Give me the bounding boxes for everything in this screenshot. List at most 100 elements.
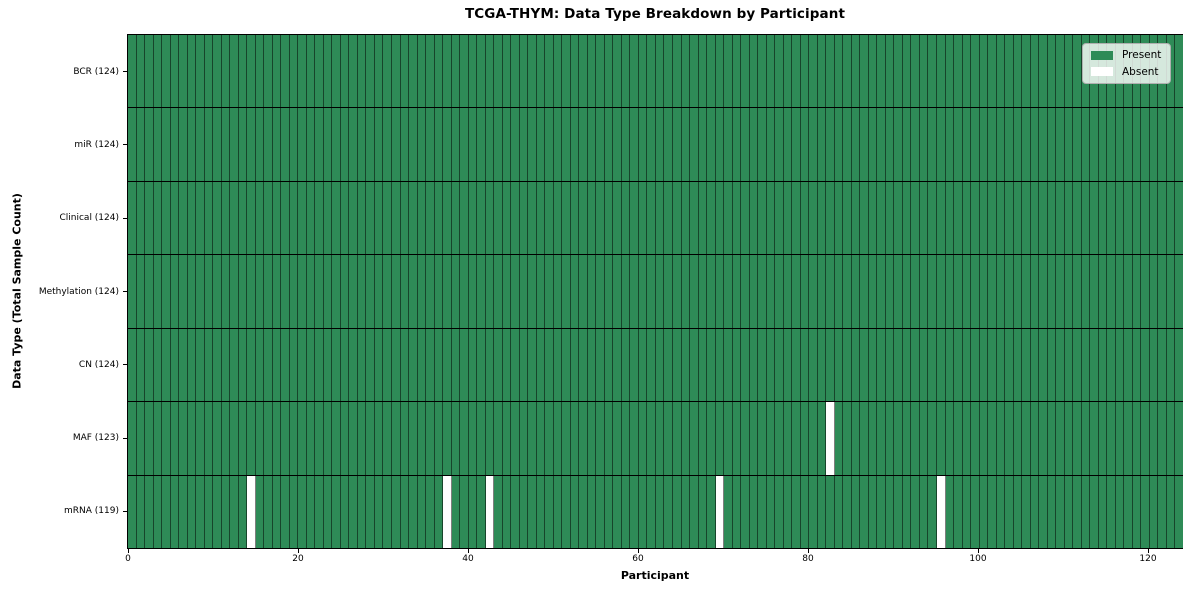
heatmap-cell-present <box>587 328 597 402</box>
heatmap-cell-present <box>255 328 265 402</box>
heatmap-cell-present <box>391 255 401 328</box>
heatmap-cell-present <box>213 35 222 108</box>
heatmap-cell-present <box>809 475 818 548</box>
heatmap-cell-present <box>409 402 418 475</box>
heatmap-cell-present <box>1149 402 1159 475</box>
heatmap-cell-present <box>919 255 929 328</box>
heatmap-cell-present <box>979 255 989 328</box>
heatmap-cell-present <box>170 181 180 255</box>
heatmap-cell-present <box>374 402 384 475</box>
heatmap-cell-present <box>596 475 605 548</box>
heatmap-cell-present <box>655 181 665 255</box>
heatmap-cell-present <box>400 35 410 108</box>
heatmap-cell-present <box>954 35 963 108</box>
x-tick-label: 80 <box>802 554 814 564</box>
heatmap-cell-present <box>621 402 631 475</box>
heatmap-cell-present <box>289 402 299 475</box>
heatmap-cell-present <box>357 108 367 181</box>
heatmap-cell-present <box>1124 328 1133 402</box>
x-tick-label: 120 <box>1139 554 1157 564</box>
heatmap-cell-present <box>179 402 188 475</box>
heatmap-cell-present <box>919 181 929 255</box>
heatmap-cell-present <box>238 108 248 181</box>
heatmap-cell-present <box>162 181 171 255</box>
heatmap-cell-present <box>323 475 333 548</box>
heatmap-cell-present <box>400 475 410 548</box>
heatmap-cell-present <box>843 475 852 548</box>
heatmap-cell-present <box>494 402 503 475</box>
heatmap-cell-present <box>426 181 435 255</box>
heatmap-cell-present <box>485 35 495 108</box>
heatmap-cell-present <box>851 402 861 475</box>
heatmap-cell-present <box>902 255 912 328</box>
heatmap-cell-present <box>1081 181 1091 255</box>
heatmap-cell-present <box>1073 108 1082 181</box>
heatmap-cell-present <box>954 255 963 328</box>
heatmap-cell-present <box>179 255 188 328</box>
heatmap-cell-present <box>783 108 793 181</box>
heatmap-cell-present <box>477 255 486 328</box>
heatmap-cell-present <box>596 108 605 181</box>
heatmap-cell-present <box>673 255 682 328</box>
heatmap-cell-present <box>519 181 529 255</box>
heatmap-cell-present <box>613 108 622 181</box>
heatmap-cell-present <box>1047 328 1057 402</box>
heatmap-cell-present <box>962 402 972 475</box>
heatmap-cell-present <box>170 402 180 475</box>
heatmap-cell-present <box>775 181 784 255</box>
heatmap-cell-present <box>1175 475 1183 548</box>
heatmap-cell-present <box>596 181 605 255</box>
heatmap-cell-present <box>732 475 742 548</box>
x-tick-label: 60 <box>632 554 644 564</box>
heatmap-cell-present <box>1158 181 1167 255</box>
heatmap-cell-present <box>911 181 920 255</box>
heatmap-cell-present <box>885 181 895 255</box>
heatmap-cell-present <box>707 328 716 402</box>
heatmap-cell-present <box>528 181 537 255</box>
heatmap-cell-present <box>613 255 622 328</box>
heatmap-cell-present <box>1056 181 1065 255</box>
heatmap-cell-present <box>417 475 427 548</box>
heatmap-cell-present <box>434 108 444 181</box>
heatmap-cell-present <box>1013 402 1023 475</box>
absent-swatch <box>1091 67 1113 77</box>
heatmap-cell-present <box>511 108 520 181</box>
heatmap-cell-present <box>477 35 486 108</box>
heatmap-cell-present <box>741 475 750 548</box>
heatmap-cell-present <box>196 181 205 255</box>
heatmap-cell-present <box>519 402 529 475</box>
y-tick-label: MAF (123) <box>72 433 119 444</box>
heatmap-cell-present <box>1081 328 1091 402</box>
heatmap-cell-present <box>664 108 673 181</box>
heatmap-cell-present <box>843 108 852 181</box>
heatmap-cell-present <box>621 35 631 108</box>
heatmap-cell-present <box>1107 255 1116 328</box>
heatmap-cell-present <box>971 108 980 181</box>
heatmap-cell-present <box>834 108 844 181</box>
heatmap-cell-present <box>766 181 776 255</box>
heatmap-cell-present <box>451 108 461 181</box>
heatmap-cell-present <box>902 181 912 255</box>
heatmap-cell-present <box>153 475 163 548</box>
heatmap-cell-present <box>1005 108 1014 181</box>
x-tick-mark <box>977 549 979 553</box>
heatmap-cell-present <box>391 108 401 181</box>
heatmap-cell-present <box>1030 402 1040 475</box>
heatmap-cell-present <box>349 255 358 328</box>
heatmap-cell-present <box>638 402 648 475</box>
heatmap-cell-present <box>511 35 520 108</box>
heatmap-cell-present <box>1022 475 1031 548</box>
heatmap-cell-present <box>485 402 495 475</box>
heatmap-cell-present <box>996 255 1006 328</box>
heatmap-cell-present <box>988 475 997 548</box>
heatmap-cell-present <box>485 255 495 328</box>
heatmap-cell-present <box>860 402 869 475</box>
heatmap-cell-present <box>775 475 784 548</box>
heatmap-cell-present <box>1124 402 1133 475</box>
heatmap-cell-present <box>221 328 231 402</box>
heatmap-cell-present <box>928 181 937 255</box>
heatmap-cell-present <box>996 328 1006 402</box>
heatmap-cell-present <box>766 475 776 548</box>
heatmap-cell-present <box>1115 255 1125 328</box>
x-tick-mark <box>807 549 809 553</box>
